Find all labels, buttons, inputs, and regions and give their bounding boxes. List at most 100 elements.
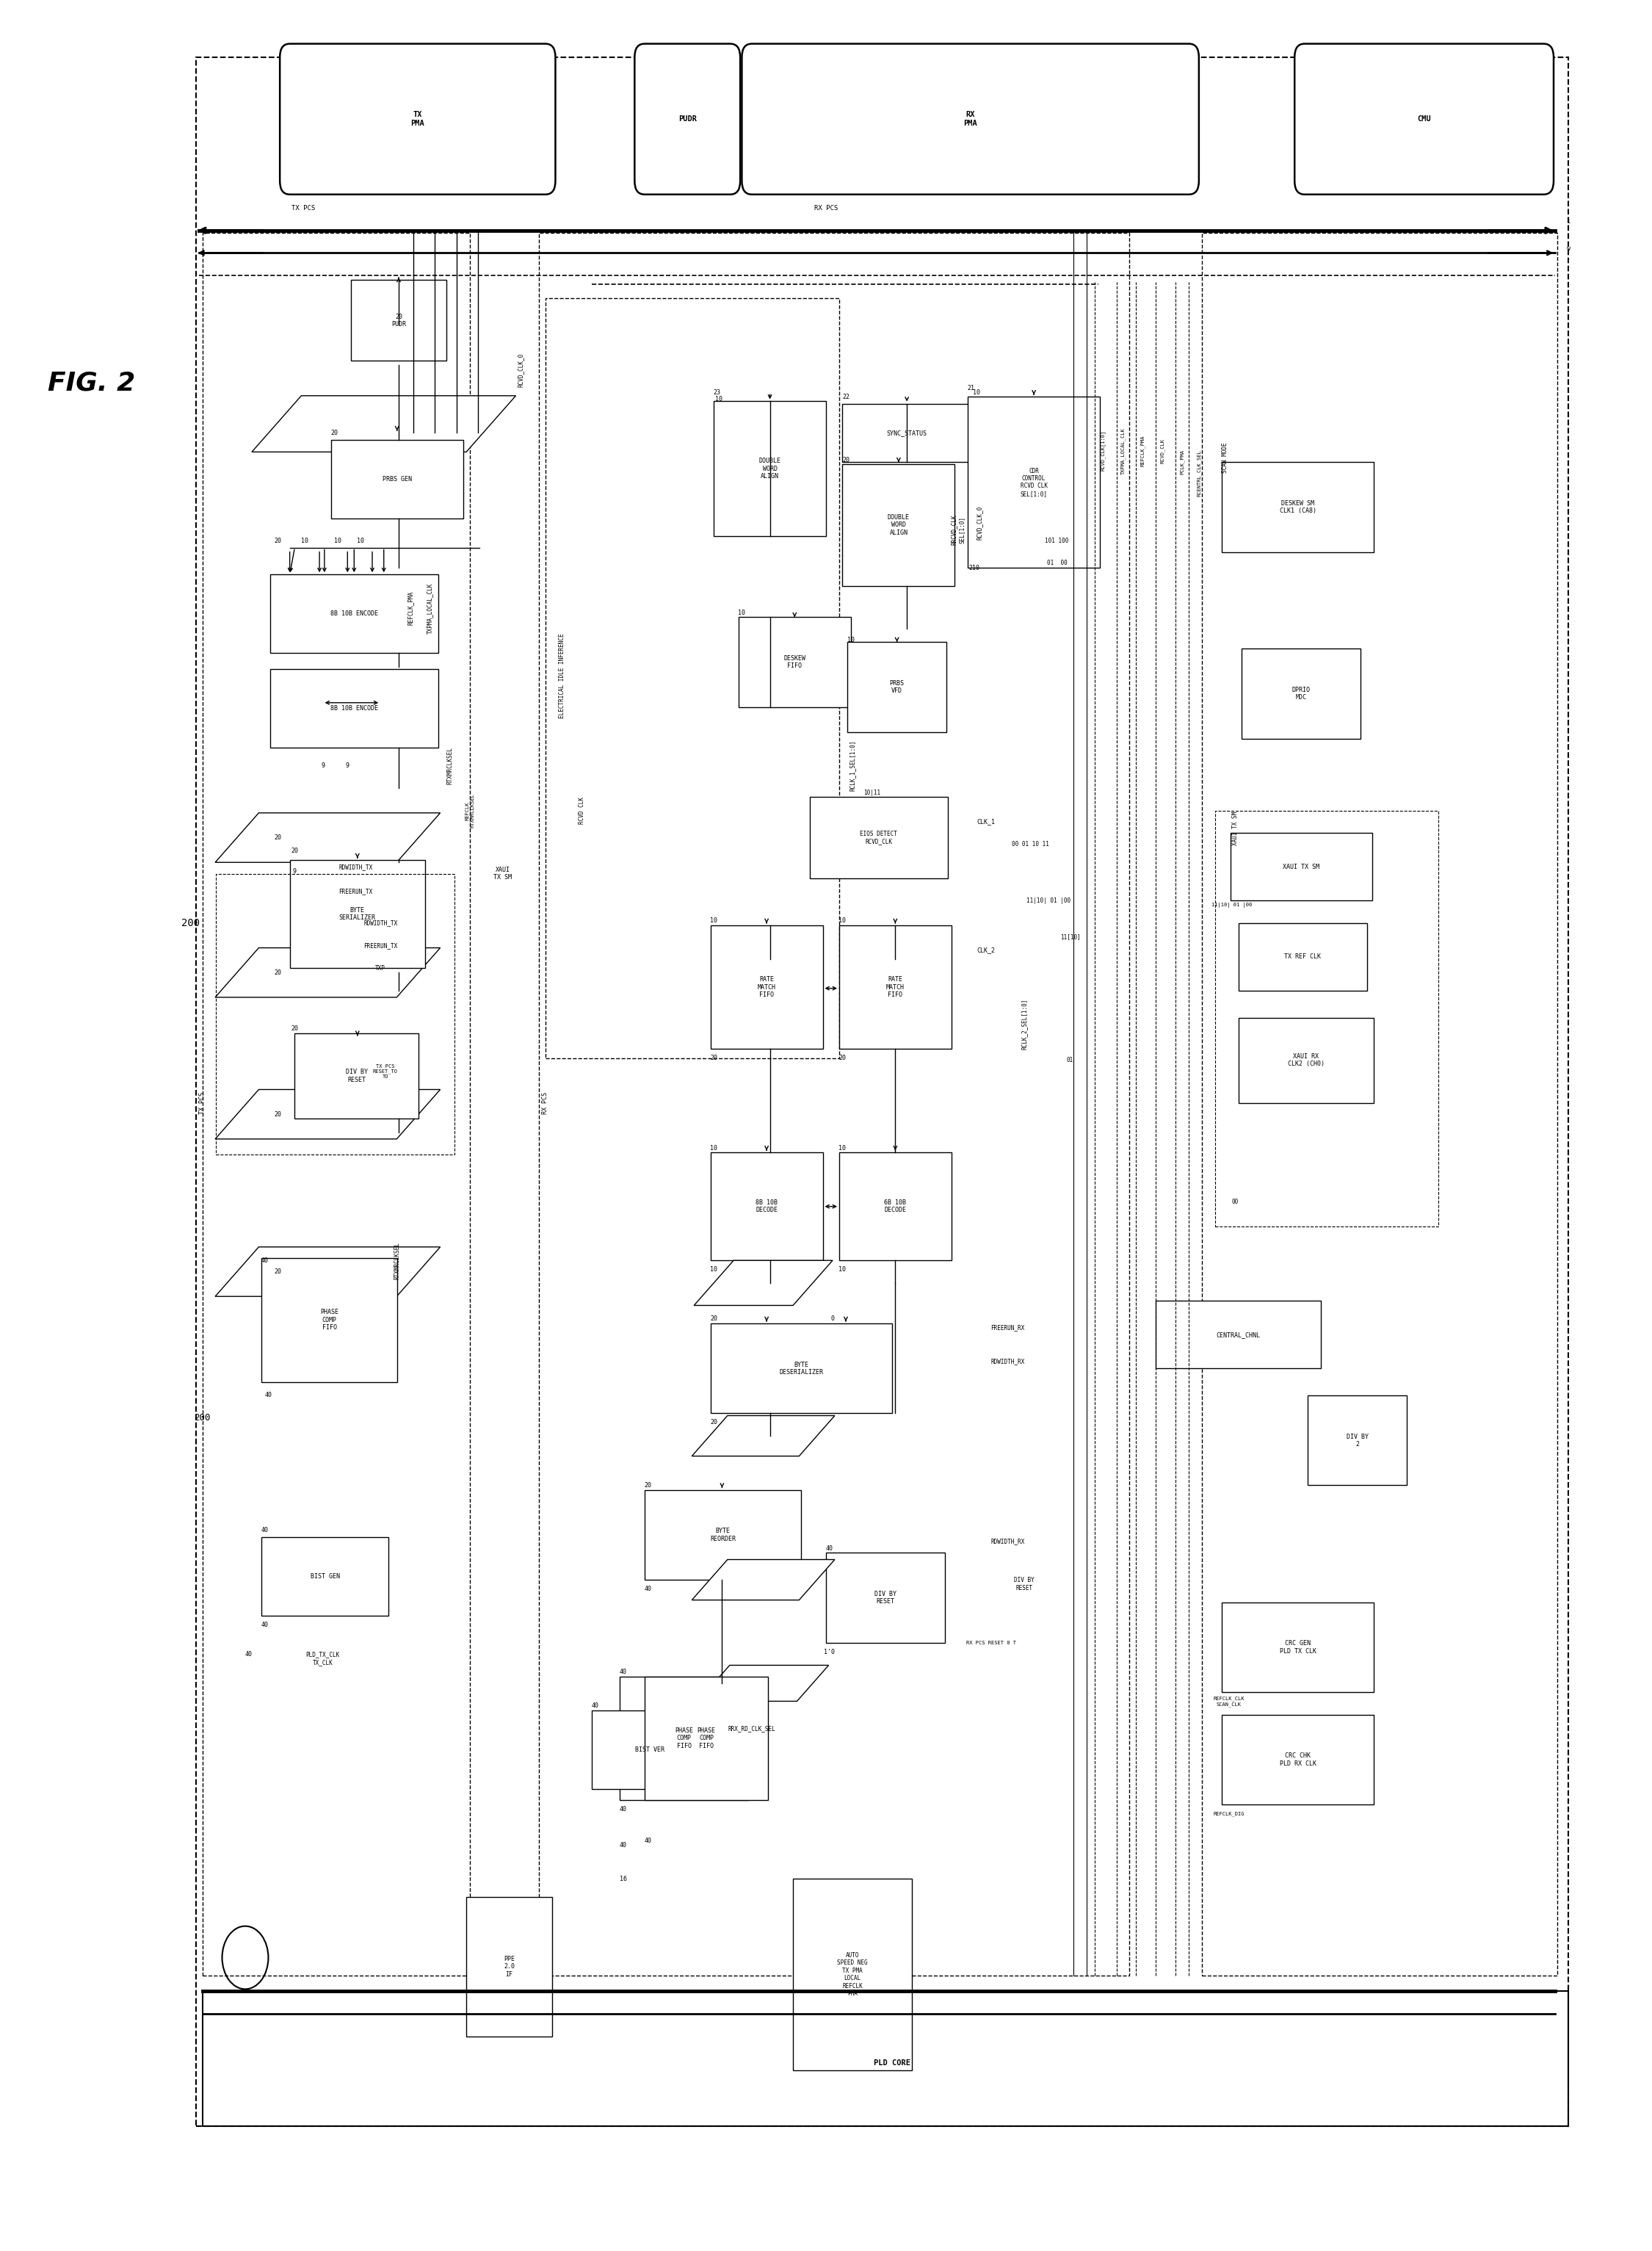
Text: 10: 10 — [710, 1146, 717, 1150]
Bar — [202, 232, 469, 1976]
Bar — [215, 873, 454, 1155]
Bar — [545, 297, 839, 1058]
Text: CENTRAL_CHNL: CENTRAL_CHNL — [1216, 1330, 1260, 1337]
Text: 11|10| 01 |00: 11|10| 01 |00 — [1026, 898, 1070, 905]
Text: AUTO
SPEED NEG
TX PMA
LOCAL
REFCLK
PMA: AUTO SPEED NEG TX PMA LOCAL REFCLK PMA — [838, 1952, 867, 1997]
Text: 20: 20 — [644, 1481, 651, 1488]
Text: TXPMA_LOCAL_CLK: TXPMA_LOCAL_CLK — [1120, 428, 1125, 475]
Text: PLD CORE: PLD CORE — [874, 2060, 910, 2066]
Text: 10: 10 — [710, 918, 717, 925]
Text: 22: 22 — [843, 394, 849, 401]
Polygon shape — [215, 1089, 439, 1139]
Bar — [261, 1258, 396, 1382]
Text: RCLK_1_SEL[1:0]: RCLK_1_SEL[1:0] — [849, 741, 856, 790]
Text: PPE
2.0
IF: PPE 2.0 IF — [504, 1956, 515, 1979]
Text: PHASE
COMP
FIFO: PHASE COMP FIFO — [697, 1727, 715, 1749]
Text: 11[10]: 11[10] — [1061, 934, 1080, 941]
Text: TXPMA_LOCAL_CLK: TXPMA_LOCAL_CLK — [426, 583, 433, 635]
Text: 20: 20 — [330, 430, 339, 437]
Text: DIV BY
RESET: DIV BY RESET — [874, 1591, 897, 1605]
Bar — [539, 232, 1130, 1976]
Text: 00: 00 — [1232, 1200, 1239, 1204]
Text: 9: 9 — [320, 763, 324, 770]
Bar — [1222, 461, 1374, 551]
Text: XAUI TX SM: XAUI TX SM — [1284, 864, 1320, 871]
Text: RCLK_2_SEL[1:0]: RCLK_2_SEL[1:0] — [1021, 999, 1028, 1049]
Text: 1: 1 — [1566, 218, 1571, 225]
Text: SYNC_STATUS: SYNC_STATUS — [887, 430, 927, 437]
Text: 20: 20 — [843, 457, 849, 464]
Text: 8B 10B ENCODE: 8B 10B ENCODE — [330, 705, 378, 711]
Text: 01  00: 01 00 — [1047, 560, 1067, 567]
Text: DPRIO
MDC: DPRIO MDC — [1292, 687, 1310, 700]
Text: 8B 10B ENCODE: 8B 10B ENCODE — [330, 610, 378, 617]
Text: 40: 40 — [264, 1391, 273, 1398]
Bar — [710, 1153, 823, 1261]
Text: REFCLK
RTXMRCLKSEL: REFCLK RTXMRCLKSEL — [464, 795, 474, 828]
Bar — [644, 1677, 768, 1801]
Bar — [350, 279, 446, 360]
Bar — [738, 617, 851, 707]
Bar — [294, 1033, 418, 1119]
Bar — [968, 396, 1100, 567]
Text: RX PCS: RX PCS — [542, 1092, 548, 1114]
Text: 9: 9 — [292, 869, 297, 876]
Text: BYTE
DESERIALIZER: BYTE DESERIALIZER — [780, 1362, 823, 1375]
Text: PUDR: PUDR — [679, 115, 697, 124]
FancyBboxPatch shape — [279, 43, 555, 194]
Bar — [839, 1153, 952, 1261]
Text: FREERUN_TX: FREERUN_TX — [363, 943, 398, 950]
Text: 20: 20 — [291, 1026, 299, 1033]
Text: DIV BY
2: DIV BY 2 — [1346, 1434, 1368, 1447]
Text: 8B 10B
DECODE: 8B 10B DECODE — [755, 1200, 778, 1213]
Text: 200: 200 — [182, 918, 200, 927]
Text: REFCLK_DIG: REFCLK_DIG — [1213, 1812, 1244, 1817]
Text: 40: 40 — [826, 1544, 833, 1551]
Text: 23: 23 — [714, 389, 720, 396]
Text: 10: 10 — [357, 538, 365, 545]
Bar — [1216, 810, 1439, 1227]
Text: 40: 40 — [261, 1621, 269, 1627]
Text: 40: 40 — [620, 1805, 626, 1812]
Text: DIV BY
RESET: DIV BY RESET — [345, 1069, 368, 1083]
Text: 10: 10 — [712, 396, 722, 403]
Bar — [1308, 1396, 1408, 1486]
Text: 40: 40 — [261, 1256, 269, 1263]
Text: RRX_RD_CLK_SEL: RRX_RD_CLK_SEL — [729, 1724, 775, 1731]
Text: 00 01 10 11: 00 01 10 11 — [1013, 842, 1049, 849]
Text: RCVD_CLK[1:0]: RCVD_CLK[1:0] — [1100, 430, 1105, 470]
Bar — [330, 439, 463, 518]
Text: 40: 40 — [620, 1841, 626, 1848]
Bar — [843, 464, 955, 585]
Bar — [1156, 1301, 1322, 1369]
Text: TX PCS
RESET_TO
TO: TX PCS RESET_TO TO — [373, 1065, 398, 1078]
Text: RCVD_CLK_0: RCVD_CLK_0 — [976, 506, 983, 540]
Text: 20
PUDR: 20 PUDR — [392, 313, 406, 326]
FancyBboxPatch shape — [1295, 43, 1553, 194]
Text: BIST VER: BIST VER — [634, 1747, 664, 1754]
Text: RTXMRCLKSEL: RTXMRCLKSEL — [446, 747, 453, 783]
Polygon shape — [694, 1261, 833, 1306]
Text: 11|10| 01 |00: 11|10| 01 |00 — [1211, 903, 1252, 907]
Text: BYTE
REORDER: BYTE REORDER — [710, 1528, 735, 1542]
Polygon shape — [697, 1666, 829, 1702]
Bar — [466, 1898, 552, 2037]
Text: 20: 20 — [274, 835, 282, 842]
Text: RDWIDTH_RX: RDWIDTH_RX — [991, 1537, 1024, 1544]
Text: 20: 20 — [710, 1056, 717, 1060]
Text: CRC GEN
PLD TX CLK: CRC GEN PLD TX CLK — [1280, 1641, 1317, 1654]
Text: 210: 210 — [970, 565, 980, 572]
Bar — [826, 1553, 945, 1643]
Text: RCVD_CLK_0: RCVD_CLK_0 — [517, 353, 524, 387]
Text: TXP: TXP — [375, 966, 385, 972]
Bar — [269, 669, 438, 747]
Text: 40: 40 — [644, 1837, 651, 1844]
Text: DOUBLE
WORD
ALIGN: DOUBLE WORD ALIGN — [758, 457, 781, 479]
Bar — [839, 925, 952, 1049]
Polygon shape — [692, 1560, 834, 1600]
Bar — [269, 574, 438, 653]
Text: CDR
CONTROL
RCVD CLK
SEL[1:0]: CDR CONTROL RCVD CLK SEL[1:0] — [1021, 468, 1047, 497]
Text: RCVD_CLK: RCVD_CLK — [1160, 439, 1165, 464]
Text: CRC CHK
PLD RX CLK: CRC CHK PLD RX CLK — [1280, 1754, 1317, 1767]
Bar — [1239, 1017, 1374, 1103]
